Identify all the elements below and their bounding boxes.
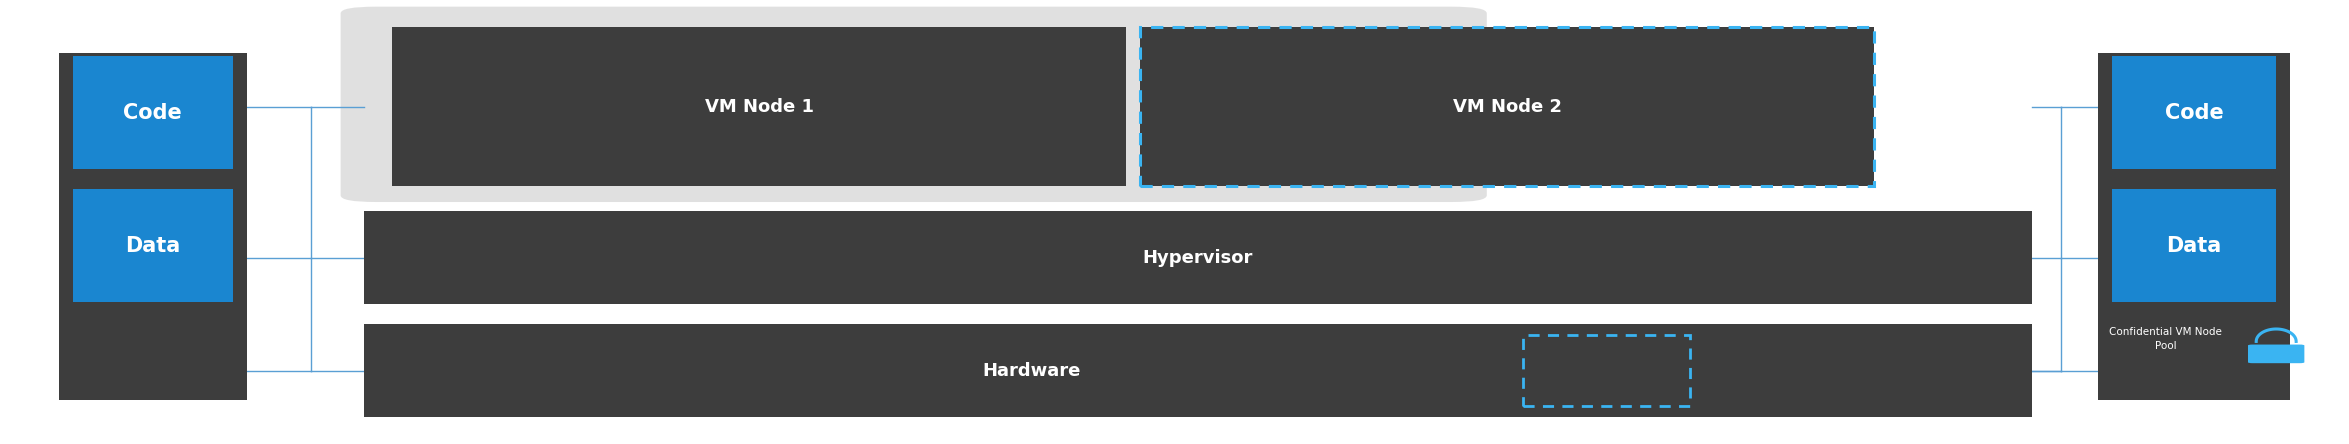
FancyBboxPatch shape	[364, 324, 2032, 417]
FancyBboxPatch shape	[59, 53, 247, 400]
Text: Code: Code	[122, 103, 183, 123]
Text: Hardware: Hardware	[982, 362, 1081, 380]
FancyBboxPatch shape	[2248, 345, 2304, 363]
Text: Code: Code	[2163, 103, 2225, 123]
Text: Data: Data	[2166, 236, 2222, 256]
Text: VM Node 2: VM Node 2	[1452, 98, 1562, 115]
FancyBboxPatch shape	[2112, 189, 2276, 302]
FancyBboxPatch shape	[73, 189, 233, 302]
FancyBboxPatch shape	[1139, 27, 1875, 186]
FancyBboxPatch shape	[2112, 56, 2276, 169]
Text: Hypervisor: Hypervisor	[1144, 249, 1252, 266]
Text: VM Node 1: VM Node 1	[705, 98, 813, 115]
FancyBboxPatch shape	[392, 27, 1125, 186]
FancyBboxPatch shape	[73, 56, 233, 169]
Text: Data: Data	[124, 236, 181, 256]
Text: Confidential VM Node
Pool: Confidential VM Node Pool	[2109, 327, 2222, 351]
FancyBboxPatch shape	[341, 7, 1487, 202]
FancyBboxPatch shape	[364, 211, 2032, 304]
FancyBboxPatch shape	[2098, 53, 2290, 400]
